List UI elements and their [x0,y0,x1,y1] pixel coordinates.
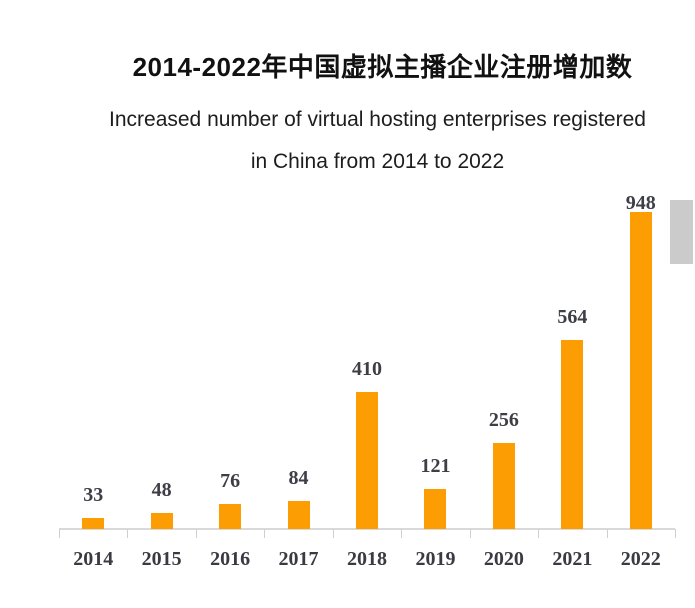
chart-subtitle-line2: in China from 2014 to 2022 [250,150,505,173]
chart-subtitle-line1: Increased number of virtual hosting ente… [109,108,646,131]
bar-value-label: 256 [488,409,519,431]
x-axis-label-2016: 2016 [210,548,251,570]
bar-2018 [356,392,378,529]
x-axis-tick [59,529,60,538]
bar-2019 [424,489,447,529]
bar-value-label: 84 [288,467,309,489]
bar-value-label: 121 [420,455,451,477]
x-axis-label-2017: 2017 [278,548,319,570]
x-axis-tick [195,529,197,538]
bar-value-label: 410 [352,358,382,380]
x-axis-label-2014: 2014 [73,548,114,570]
x-axis-tick [264,529,266,538]
bar-value-label: 48 [151,479,172,501]
x-axis-label-2020: 2020 [483,548,524,570]
bar-value-label: 33 [83,484,104,506]
x-axis-tick [332,529,334,538]
bar-2015 [150,513,173,529]
bar-2020 [492,443,515,529]
x-axis-tick [538,529,540,538]
x-axis-label-2022: 2022 [620,548,661,570]
x-axis-label-2015: 2015 [141,548,182,570]
bar-value-label: 948 [625,192,656,214]
x-axis-tick [127,529,129,538]
bar-value-label: 564 [557,306,588,328]
scrollbar-thumb[interactable] [670,200,693,264]
x-axis-tick [606,529,608,538]
bar-2017 [287,501,310,529]
chart-subtitle: Increased number of virtual hosting ente… [60,99,695,183]
x-axis-label-2021: 2021 [552,548,593,570]
x-axis-line [59,528,675,530]
bar-2022 [629,212,652,529]
bar-2016 [219,504,242,529]
x-axis-tick [401,529,403,538]
x-axis-tick [469,529,471,538]
chart-title: 2014-2022年中国虚拟主播企业注册增加数 [132,52,633,82]
bar-2014 [82,518,105,529]
bar-value-label: 76 [220,470,241,492]
bar-2021 [561,340,584,529]
x-axis-label-2019: 2019 [415,548,456,570]
x-axis-tick [675,529,676,538]
x-axis-label-2018: 2018 [347,548,387,570]
